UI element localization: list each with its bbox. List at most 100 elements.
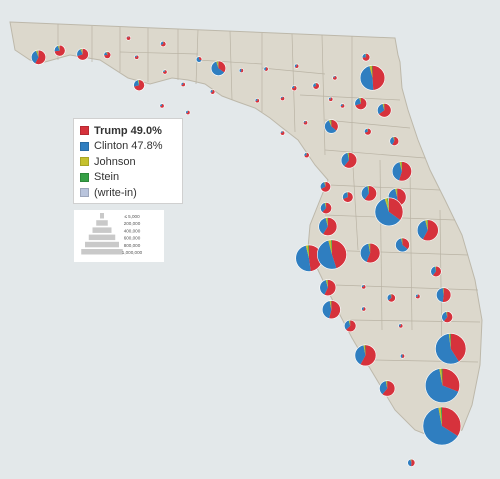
- pie-outline: [76, 48, 89, 61]
- pie-slice-johnson: [80, 48, 83, 55]
- pie-slice-trump: [342, 191, 354, 203]
- pie-slice-trump: [340, 103, 345, 109]
- pie-slice-johnson: [425, 219, 428, 231]
- pie-slice-stein: [440, 406, 442, 426]
- pie-slice-trump: [126, 35, 131, 41]
- pie-slice-johnson: [315, 82, 317, 86]
- pie-slice-trump: [361, 284, 366, 290]
- county-pie-clay: [354, 97, 368, 110]
- legend-label-write-in: (write-in): [94, 186, 137, 199]
- pie-slice-trump: [398, 161, 412, 182]
- county-pie-hernando: [320, 202, 332, 215]
- pie-slice-trump: [362, 306, 366, 312]
- pie-slice-clinton: [317, 240, 337, 270]
- pie-slice-trump: [181, 82, 186, 87]
- pie-slice-trump: [54, 45, 66, 57]
- pie-slice-clinton: [379, 380, 388, 395]
- pie-outline: [354, 344, 377, 367]
- pie-slice-stein: [327, 217, 328, 227]
- pie-outline: [185, 109, 191, 115]
- pie-slice-trump: [415, 294, 421, 299]
- pie-slice-johnson: [325, 279, 328, 288]
- pie-slice-johnson: [368, 243, 371, 254]
- pie-slice-trump: [304, 152, 310, 158]
- pie-slice-clinton: [134, 55, 137, 58]
- pie-outline: [379, 380, 396, 397]
- pie-outline: [134, 54, 140, 60]
- county-pie-franklin: [185, 109, 191, 115]
- county-pie-glades: [398, 323, 404, 329]
- pie-outline: [359, 242, 381, 264]
- pie-slice-trump: [280, 130, 285, 136]
- pie-outline: [263, 66, 269, 72]
- pie-outline: [318, 217, 338, 236]
- pie-slice-trump: [378, 103, 392, 118]
- county-pie-brevard: [416, 219, 439, 242]
- legend-label-trump: Trump 49.0%: [94, 124, 162, 137]
- pie-outline: [238, 68, 244, 74]
- pie-outline: [53, 44, 66, 57]
- pie-slice-trump: [345, 320, 357, 332]
- pie-outline: [340, 152, 358, 169]
- pie-slice-stein: [308, 244, 310, 259]
- pie-slice-johnson: [328, 239, 332, 255]
- county-pie-st-lucie: [436, 287, 452, 303]
- pie-slice-stein: [138, 79, 140, 86]
- pie-slice-clinton: [441, 311, 448, 322]
- pie-slice-trump: [360, 344, 377, 366]
- pie-outline: [395, 237, 410, 253]
- legend-label-clinton: Clinton 47.8%: [94, 140, 163, 153]
- pie-slice-clinton: [374, 198, 401, 226]
- pie-slice-trump: [320, 181, 331, 193]
- county-pie-baker: [332, 75, 338, 81]
- county-pie-columbia: [312, 82, 320, 90]
- pie-slice-johnson: [359, 97, 361, 104]
- pie-slice-johnson: [442, 287, 444, 295]
- pie-slice-johnson: [329, 300, 332, 310]
- size-key-bar: [85, 241, 119, 248]
- pie-slice-clinton: [328, 97, 331, 100]
- pie-slice-clinton: [395, 238, 408, 252]
- pie-outline: [291, 85, 298, 92]
- county-pie-washington: [134, 54, 140, 60]
- county-pie-pasco: [318, 217, 338, 236]
- legend-item-johnson: Johnson: [80, 154, 176, 170]
- pie-slice-johnson: [382, 103, 385, 111]
- county-pie-lee: [354, 344, 377, 367]
- county-pie-jefferson: [238, 68, 244, 74]
- pie-slice-clinton: [362, 53, 367, 58]
- pie-slice-johnson: [347, 191, 348, 198]
- pie-outline: [162, 69, 168, 75]
- county-pie-escambia: [30, 49, 47, 65]
- pie-slice-trump: [398, 323, 403, 329]
- pie-slice-johnson: [369, 65, 373, 78]
- pie-outline: [319, 181, 332, 193]
- pie-slice-stein: [327, 279, 328, 288]
- pie-slice-clinton: [422, 407, 458, 446]
- legend-item-clinton: Clinton 47.8%: [80, 139, 176, 155]
- pie-outline: [354, 97, 368, 110]
- county-pie-collier: [379, 380, 396, 397]
- pie-slice-clinton: [344, 320, 351, 330]
- pie-outline: [324, 119, 339, 134]
- pie-outline: [399, 353, 405, 359]
- pie-slice-johnson: [448, 333, 451, 349]
- county-pie-hillsborough: [316, 239, 347, 270]
- pie-slice-clinton: [320, 202, 327, 213]
- pie-outline: [209, 89, 216, 95]
- pie-outline: [210, 60, 227, 76]
- pie-slice-johnson: [367, 185, 369, 194]
- county-pie-wakulla: [209, 89, 216, 95]
- legend-label-stein: Stein: [94, 171, 120, 184]
- size-key-label: 600,000: [124, 236, 141, 241]
- pie-slice-clinton: [387, 293, 392, 301]
- county-pie-okaloosa: [76, 48, 89, 61]
- pie-slice-clinton: [127, 35, 129, 39]
- pie-slice-stein: [369, 243, 371, 254]
- pie-outline: [133, 79, 145, 92]
- pie-slice-trump: [355, 97, 367, 110]
- pie-slice-johnson: [390, 293, 392, 298]
- county-pie-orange: [374, 197, 404, 227]
- pie-slice-trump: [331, 119, 339, 131]
- size-key-label: 400,000: [124, 228, 141, 233]
